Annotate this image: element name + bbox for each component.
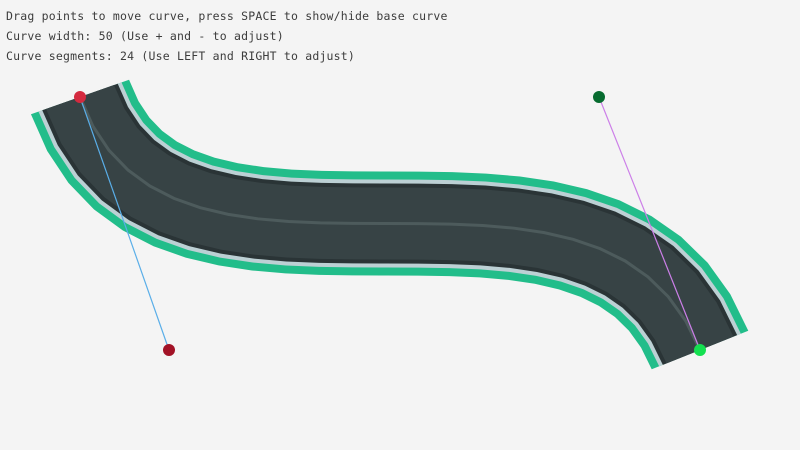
control-points-group[interactable] [74, 91, 706, 356]
start-handle-line [79, 96, 170, 351]
handle-lines-group [79, 96, 701, 351]
curve-point-end-anchor[interactable] [694, 344, 706, 356]
end-handle-line [598, 96, 701, 351]
curve-point-start-control[interactable] [163, 344, 175, 356]
curve-point-start-anchor[interactable] [74, 91, 86, 103]
curve-ribbon [30, 79, 749, 370]
ribbon-layer-center-line [78, 96, 702, 351]
curve-point-end-control[interactable] [593, 91, 605, 103]
